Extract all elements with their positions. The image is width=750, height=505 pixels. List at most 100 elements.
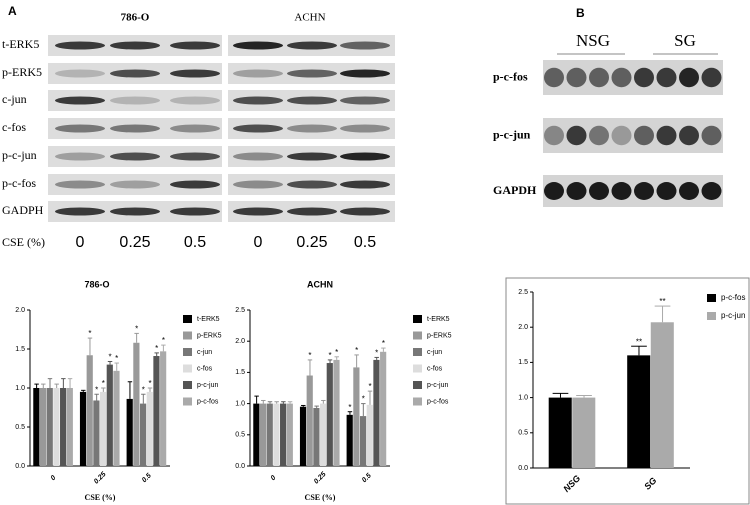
blot-band xyxy=(110,180,160,189)
legend-label: p-ERK5 xyxy=(427,332,452,339)
dose-tick-label: 0 xyxy=(76,234,85,251)
bar xyxy=(39,388,47,466)
bar xyxy=(126,398,133,466)
protein-label: GADPH xyxy=(2,203,44,217)
blot-band xyxy=(55,207,105,216)
blot-band xyxy=(589,125,609,146)
blot-band xyxy=(170,41,220,50)
dose-tick-label: 0.5 xyxy=(354,234,376,251)
blot-band xyxy=(544,125,564,146)
legend-label: c-jun xyxy=(197,349,212,356)
blot-band xyxy=(233,96,283,105)
protein-label: p-c-jun xyxy=(2,148,37,162)
significance-label: * xyxy=(355,346,358,355)
blot-band xyxy=(233,180,283,189)
protein-label: p-ERK5 xyxy=(2,65,42,79)
significance-label: * xyxy=(382,339,385,348)
significance-label: * xyxy=(348,403,351,412)
legend-label: c-fos xyxy=(427,365,443,372)
legend-label: t-ERK5 xyxy=(427,316,450,323)
cell-line-label: ACHN xyxy=(294,12,325,24)
x-axis-label: CSE (%) xyxy=(85,493,116,502)
blot-band xyxy=(701,125,722,146)
y-tick-label: 1.0 xyxy=(15,385,25,392)
y-tick-label: 0.5 xyxy=(15,424,25,431)
y-tick-label: 0.5 xyxy=(235,432,245,439)
bar xyxy=(320,403,327,466)
y-tick-label: 1.5 xyxy=(15,346,25,353)
legend-label: p-c-jun xyxy=(721,311,745,320)
blot-strip xyxy=(48,90,222,111)
legend-label: p-c-jun xyxy=(197,382,219,389)
panel-label: B xyxy=(576,6,585,20)
protein-label: p-c-jun xyxy=(493,127,531,141)
blot-band xyxy=(287,96,337,105)
x-tick-label: 0 xyxy=(50,474,58,482)
blot-band xyxy=(340,152,390,161)
legend-label: t-ERK5 xyxy=(197,316,220,323)
legend-swatch xyxy=(707,312,716,320)
protein-label: GAPDH xyxy=(493,183,537,197)
dose-tick-label: 0.25 xyxy=(296,234,327,251)
bar xyxy=(100,391,107,466)
bar xyxy=(66,388,73,466)
blot-band xyxy=(589,182,609,200)
bar xyxy=(53,388,60,466)
x-tick-label: SG xyxy=(642,475,658,491)
blot-band xyxy=(340,96,390,105)
y-tick-label: 1.0 xyxy=(235,400,245,407)
blot-band xyxy=(566,182,587,200)
blot-band xyxy=(611,182,632,200)
blot-band xyxy=(701,182,722,200)
panel-label: A xyxy=(8,4,17,18)
dose-tick-label: 0 xyxy=(254,234,263,251)
legend-swatch xyxy=(413,331,422,340)
blot-band xyxy=(55,124,105,133)
legend-label: c-jun xyxy=(427,349,442,356)
legend-swatch xyxy=(413,364,422,373)
y-tick-label: 2.0 xyxy=(518,324,528,331)
bar xyxy=(253,403,260,466)
blot-band xyxy=(340,69,390,78)
significance-label: * xyxy=(148,379,151,388)
bar xyxy=(299,406,307,466)
bar xyxy=(106,364,113,466)
y-tick-label: 1.5 xyxy=(518,359,528,366)
bar xyxy=(650,322,674,468)
blot-band xyxy=(634,182,654,200)
blot-band xyxy=(110,124,160,133)
blot-band xyxy=(287,152,337,161)
protein-label: c-jun xyxy=(2,92,27,106)
legend-swatch xyxy=(183,348,192,356)
cell-line-label: 786-O xyxy=(121,12,150,24)
blot-band xyxy=(566,67,587,88)
x-tick-label: 0.5 xyxy=(141,472,153,484)
significance-label: * xyxy=(135,325,138,334)
y-tick-label: 1.0 xyxy=(518,394,528,401)
protein-label: p-c-fos xyxy=(493,69,528,83)
bar xyxy=(46,388,53,466)
significance-label: * xyxy=(142,385,145,394)
legend-swatch xyxy=(183,364,192,373)
bar xyxy=(548,397,572,468)
significance-label: * xyxy=(88,329,91,338)
bar xyxy=(160,351,167,466)
bar xyxy=(33,388,40,466)
y-tick-label: 0.0 xyxy=(235,463,245,470)
significance-label: * xyxy=(328,351,331,360)
legend-swatch xyxy=(413,348,422,356)
bar xyxy=(286,403,293,466)
bar xyxy=(313,407,320,466)
group-label: SG xyxy=(674,31,696,50)
blot-band xyxy=(170,69,220,78)
significance-label: ** xyxy=(636,337,642,346)
bar xyxy=(306,375,313,466)
bar xyxy=(333,359,340,466)
blot-band xyxy=(110,207,160,216)
blot-strip xyxy=(48,174,222,195)
blot-band xyxy=(544,67,564,88)
blot-band xyxy=(55,152,105,161)
x-tick-label: NSG xyxy=(561,473,582,494)
significance-label: * xyxy=(362,395,365,404)
blot-band xyxy=(611,125,632,146)
